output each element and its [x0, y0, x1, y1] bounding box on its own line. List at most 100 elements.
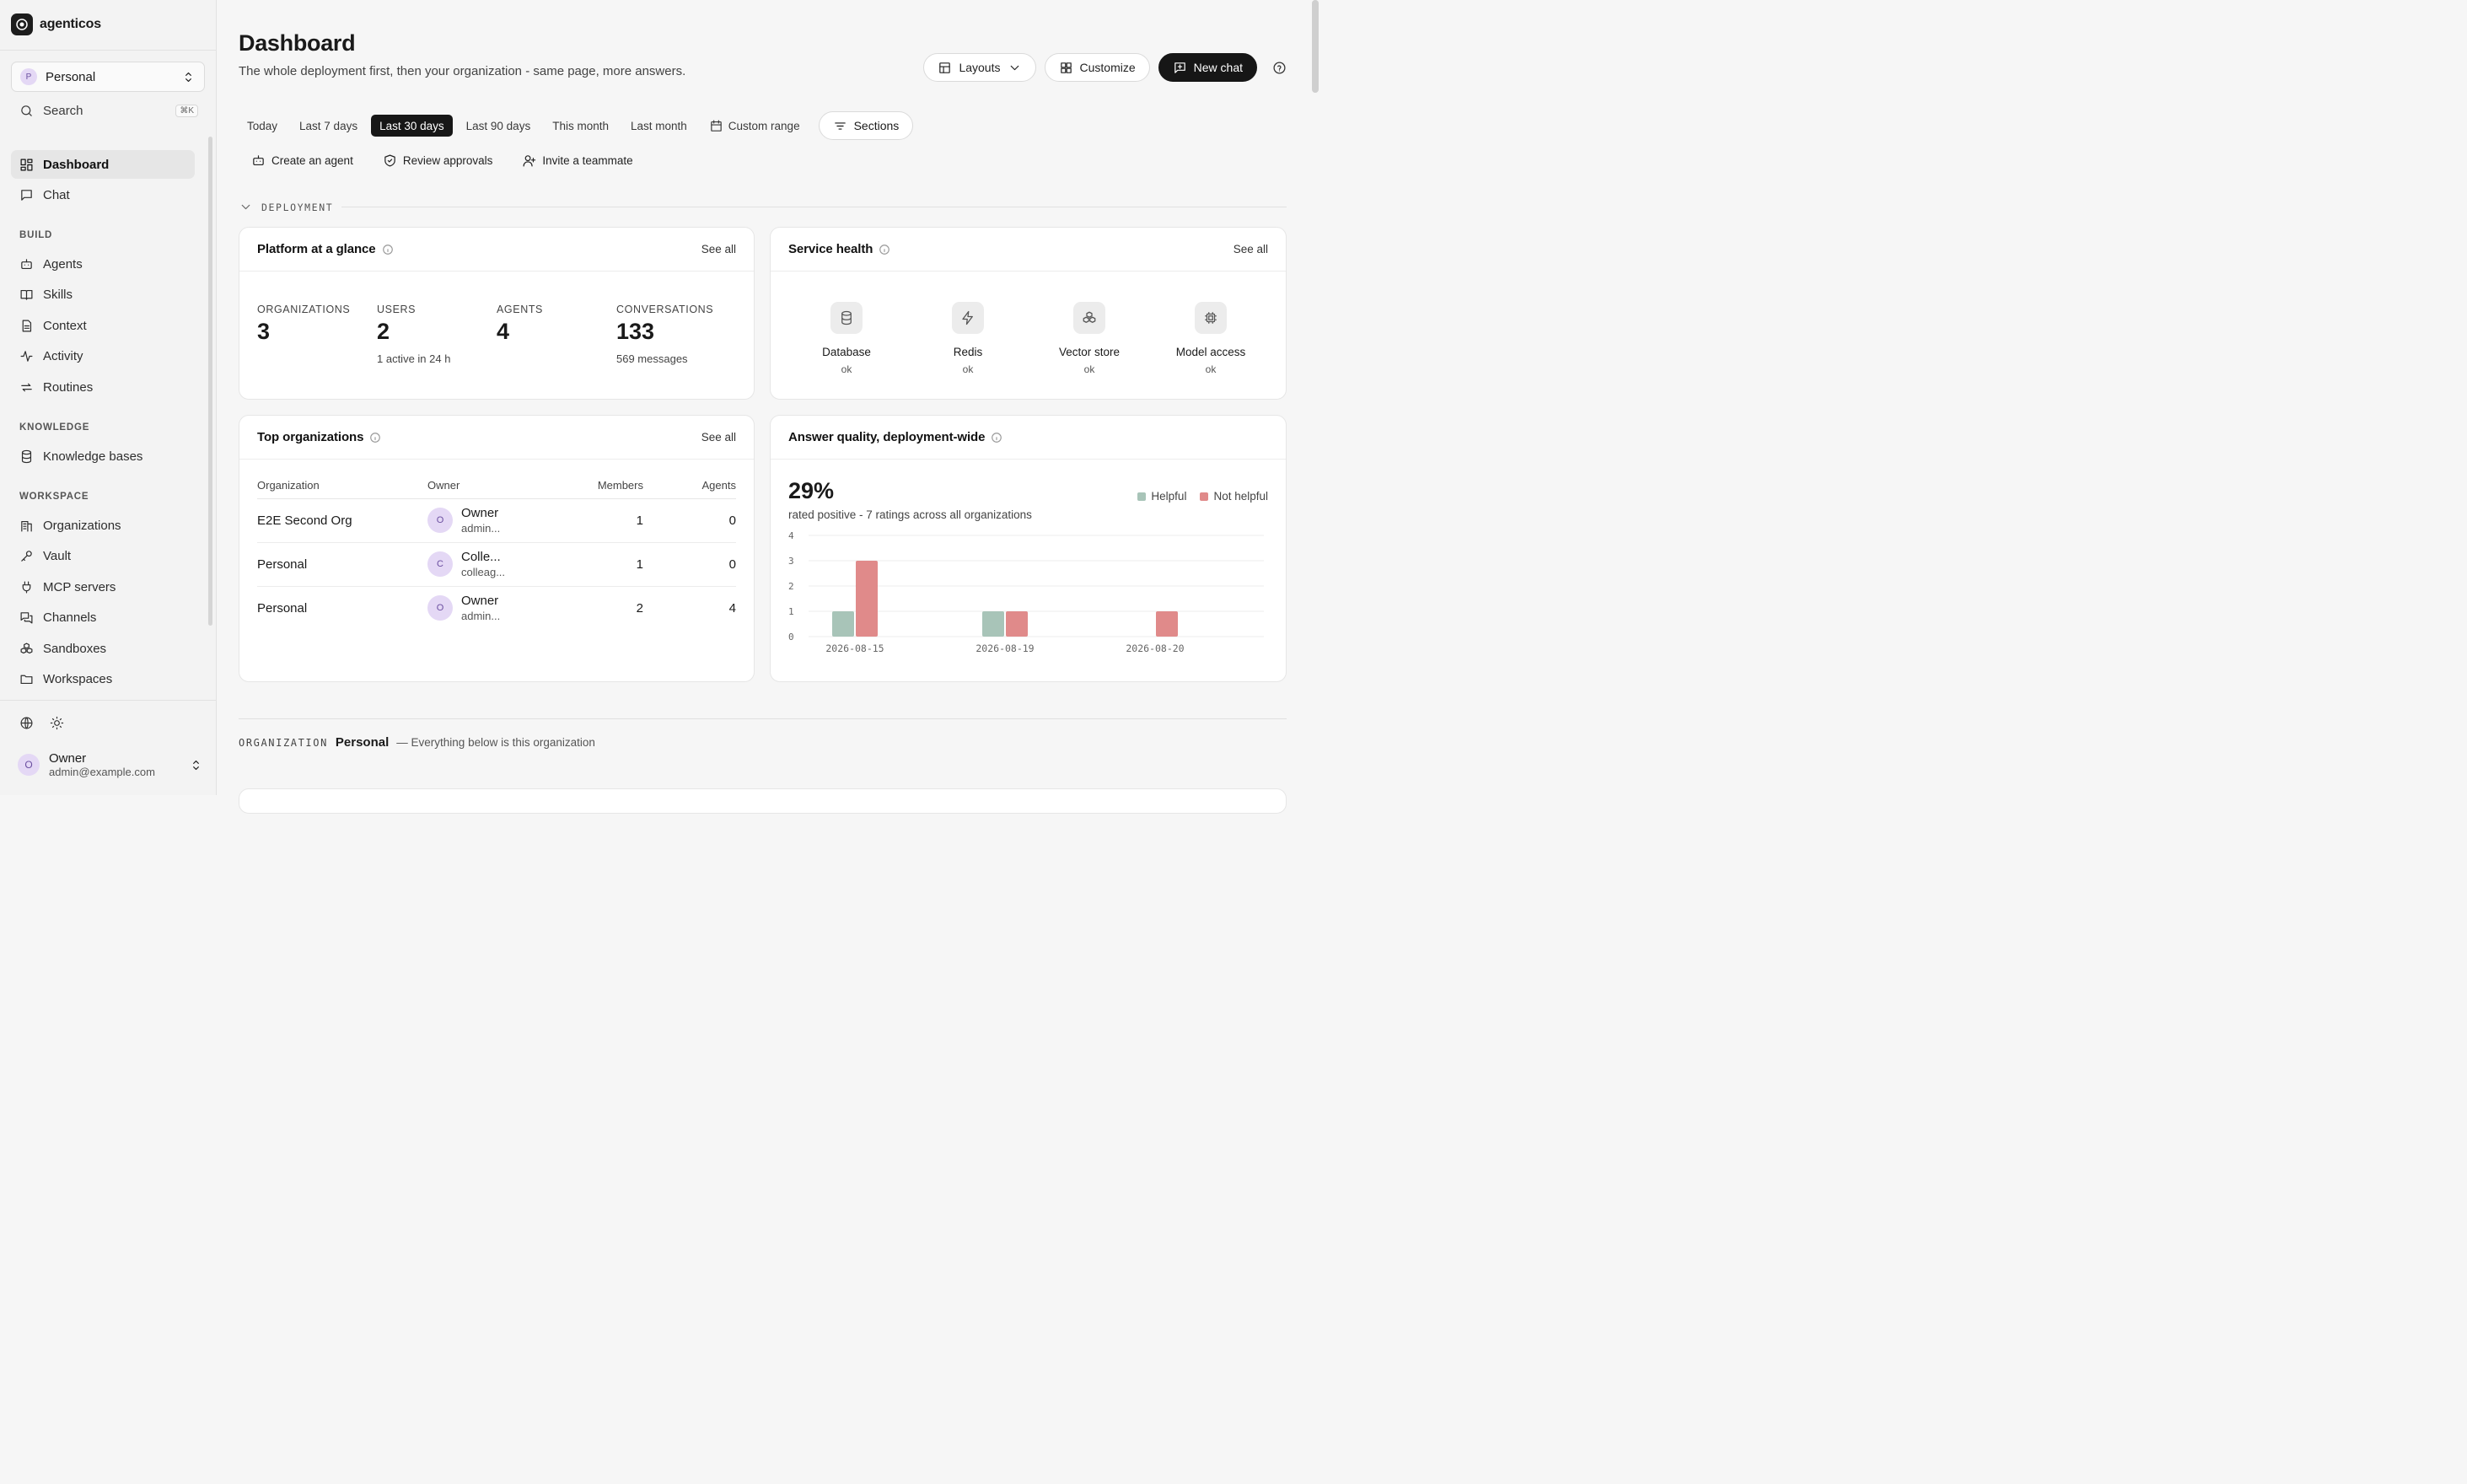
date-range-filter: Today Last 7 days Last 30 days Last 90 d…: [239, 111, 914, 140]
channels-icon: [19, 610, 34, 625]
range-last-month[interactable]: Last month: [630, 119, 687, 132]
see-all-link[interactable]: See all: [701, 431, 736, 444]
owner-email: admin...: [461, 610, 501, 623]
sidebar-divider: [0, 50, 216, 51]
info-icon[interactable]: [879, 244, 890, 255]
main-content: Dashboard The whole deployment first, th…: [217, 0, 1309, 814]
table-row[interactable]: E2E Second Org O Owner admin... 1 0: [257, 498, 736, 543]
bot-icon: [19, 257, 34, 272]
service-database: Database ok: [786, 302, 907, 375]
column-header[interactable]: Members: [579, 476, 643, 499]
sidebar-item-sandboxes[interactable]: Sandboxes: [11, 634, 195, 663]
section-label: ORGANIZATION: [239, 737, 328, 749]
customize-button[interactable]: Customize: [1044, 53, 1150, 82]
see-all-link[interactable]: See all: [701, 243, 736, 255]
see-all-link[interactable]: See all: [1233, 243, 1268, 255]
range-today[interactable]: Today: [247, 119, 278, 132]
review-approvals-action[interactable]: Review approvals: [383, 153, 492, 168]
stat-value: 4: [497, 319, 510, 344]
info-icon[interactable]: [369, 432, 381, 444]
organization-section-header: ORGANIZATION Personal — Everything below…: [239, 735, 595, 750]
sidebar-item-label: Chat: [43, 187, 70, 202]
help-icon[interactable]: [1271, 59, 1287, 76]
invite-teammate-action[interactable]: Invite a teammate: [522, 153, 633, 168]
sidebar-item-mcp-servers[interactable]: MCP servers: [11, 573, 195, 601]
service-name: Model access: [1175, 346, 1246, 358]
organization-name: Personal: [335, 735, 390, 750]
quick-action-label: Create an agent: [271, 154, 353, 167]
table-row[interactable]: Personal O Owner admin... 2 4: [257, 586, 736, 630]
sidebar-item-workspaces[interactable]: Workspaces: [11, 664, 195, 693]
service-status: ok: [1205, 363, 1217, 375]
sidebar-item-label: Routines: [43, 379, 94, 395]
database-icon: [830, 302, 863, 334]
column-header[interactable]: Agents: [643, 476, 736, 499]
sidebar-item-activity[interactable]: Activity: [11, 341, 195, 370]
sidebar-item-knowledge-bases[interactable]: Knowledge bases: [11, 442, 195, 470]
column-header[interactable]: Organization: [257, 476, 427, 499]
y-tick-label: 3: [788, 556, 794, 567]
bar-not-helpful: [1006, 611, 1028, 637]
service-vector-store: Vector store ok: [1029, 302, 1150, 375]
quality-bar-chart: 0 1 2 3 4 2026-08-15 2026-08-19 2026-08-20: [788, 530, 1264, 654]
sections-button[interactable]: Sections: [818, 111, 914, 140]
layouts-label: Layouts: [959, 61, 1001, 74]
card-title: Top organizations: [257, 430, 364, 444]
boxes-icon: [1073, 302, 1105, 334]
sidebar-item-label: Activity: [43, 348, 83, 363]
service-name: Database: [822, 346, 871, 358]
owner-cell: O Owner admin...: [427, 586, 579, 630]
legend-label: Helpful: [1151, 490, 1187, 503]
deployment-section-header[interactable]: DEPLOYMENT: [239, 200, 1287, 214]
brand[interactable]: agenticos: [11, 13, 101, 35]
sidebar-item-context[interactable]: Context: [11, 311, 195, 340]
agents-count: 0: [643, 542, 736, 587]
repeat-icon: [19, 380, 34, 395]
sidebar-item-channels[interactable]: Channels: [11, 603, 195, 632]
range-this-month[interactable]: This month: [552, 119, 609, 132]
org-switcher[interactable]: P Personal: [11, 62, 205, 92]
organization-description: — Everything below is this organization: [396, 736, 595, 749]
sidebar-item-routines[interactable]: Routines: [11, 373, 195, 401]
card-title: Platform at a glance: [257, 242, 376, 256]
quality-subtitle: rated positive - 7 ratings across all or…: [788, 508, 1032, 521]
page-subtitle: The whole deployment first, then your or…: [239, 64, 686, 78]
sidebar-item-organizations[interactable]: Organizations: [11, 511, 195, 540]
page-scrollbar[interactable]: [1312, 0, 1319, 93]
sidebar-item-skills[interactable]: Skills: [11, 280, 195, 309]
sidebar-item-vault[interactable]: Vault: [11, 541, 195, 570]
layouts-button[interactable]: Layouts: [923, 53, 1036, 82]
folder-icon: [19, 672, 34, 686]
sidebar-item-chat[interactable]: Chat: [11, 180, 195, 209]
card-header: Service health See all: [771, 228, 1286, 272]
table-row[interactable]: Personal C Colle... colleag... 1 0: [257, 542, 736, 587]
sidebar-item-dashboard[interactable]: Dashboard: [11, 150, 195, 179]
column-header[interactable]: Owner: [427, 476, 579, 499]
sidebar-item-agents[interactable]: Agents: [11, 250, 195, 278]
database-icon: [19, 449, 34, 464]
info-icon[interactable]: [991, 432, 1002, 444]
card-title: Service health: [788, 242, 873, 256]
chevron-down-icon: [1008, 61, 1022, 75]
quick-actions: Create an agent Review approvals Invite …: [251, 153, 633, 168]
sidebar-divider: [0, 700, 216, 701]
user-menu[interactable]: O Owner admin@example.com: [18, 751, 203, 778]
range-custom[interactable]: Custom range: [701, 115, 809, 137]
boxes-icon: [19, 642, 34, 656]
organization-divider: [239, 718, 1287, 719]
org-switcher-label: Personal: [46, 69, 96, 84]
legend-helpful: Helpful: [1137, 490, 1186, 503]
y-tick-label: 4: [788, 530, 794, 541]
sidebar-search[interactable]: Search ⌘K: [19, 100, 198, 121]
range-last-7-days[interactable]: Last 7 days: [299, 119, 358, 132]
new-chat-button[interactable]: New chat: [1158, 53, 1257, 82]
sidebar-item-label: Vault: [43, 548, 72, 563]
sun-icon[interactable]: [50, 716, 64, 730]
range-last-30-days[interactable]: Last 30 days: [371, 115, 453, 137]
sidebar-scrollbar[interactable]: [208, 137, 212, 626]
info-icon[interactable]: [382, 244, 394, 255]
globe-icon[interactable]: [19, 716, 34, 730]
range-last-90-days[interactable]: Last 90 days: [465, 119, 531, 132]
create-agent-action[interactable]: Create an agent: [251, 153, 353, 168]
owner-email: colleag...: [461, 566, 506, 578]
